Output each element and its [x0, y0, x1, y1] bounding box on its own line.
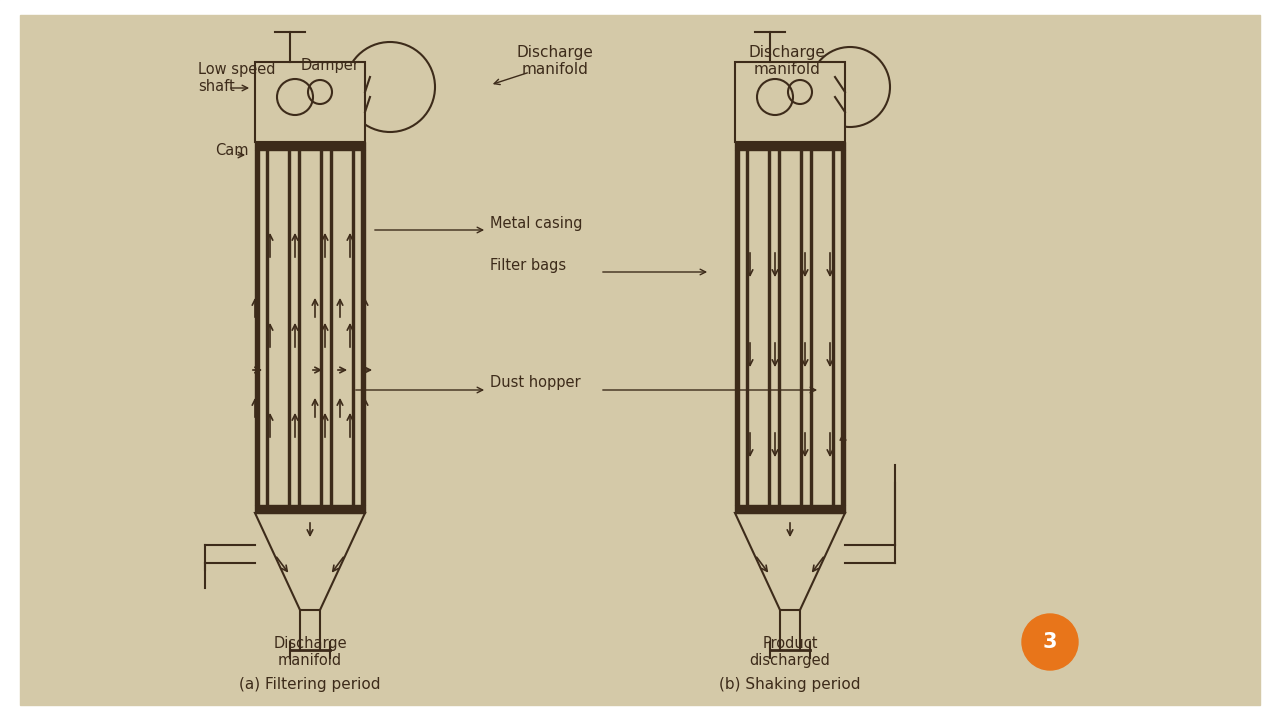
Bar [1260, 0, 1280, 720]
Bar [266, 150, 268, 505]
Bar [362, 150, 364, 505]
Bar [352, 150, 355, 505]
Bar [735, 62, 845, 142]
Text: Filter bags: Filter bags [490, 258, 566, 272]
Bar [256, 150, 259, 505]
Text: Dust hopper: Dust hopper [490, 374, 581, 390]
Text: (b) Shaking period: (b) Shaking period [719, 678, 860, 693]
Bar [778, 150, 780, 505]
Bar [255, 142, 365, 150]
Text: Damper: Damper [301, 58, 360, 73]
Bar [255, 150, 259, 505]
Bar [320, 150, 323, 505]
Bar [746, 150, 748, 505]
Text: (a) Filtering period: (a) Filtering period [239, 678, 380, 693]
Text: Discharge
manifold: Discharge manifold [517, 45, 594, 77]
Text: Discharge
manifold: Discharge manifold [273, 636, 347, 668]
Bar [735, 150, 739, 505]
Circle shape [810, 47, 890, 127]
Bar [330, 150, 332, 505]
Bar [0, 705, 1280, 720]
Bar [361, 150, 365, 505]
Bar [841, 150, 845, 505]
Text: Low speed
shaft: Low speed shaft [198, 62, 275, 94]
Bar [842, 150, 844, 505]
Bar [298, 150, 300, 505]
Text: Cam: Cam [215, 143, 248, 158]
Text: 3: 3 [1043, 632, 1057, 652]
Bar [800, 150, 803, 505]
Circle shape [1021, 614, 1078, 670]
Bar [736, 150, 739, 505]
Text: Discharge
manifold: Discharge manifold [749, 45, 826, 77]
Bar [768, 150, 771, 505]
Bar [255, 505, 365, 513]
Bar [832, 150, 835, 505]
Bar [810, 150, 812, 505]
Bar [735, 505, 845, 513]
Text: Product
discharged: Product discharged [750, 636, 831, 668]
Bar [288, 150, 291, 505]
Bar [735, 142, 845, 150]
Circle shape [346, 42, 435, 132]
Bar [0, 0, 20, 720]
Text: Metal casing: Metal casing [490, 215, 582, 230]
Bar [0, 0, 1280, 15]
Bar [255, 62, 365, 142]
